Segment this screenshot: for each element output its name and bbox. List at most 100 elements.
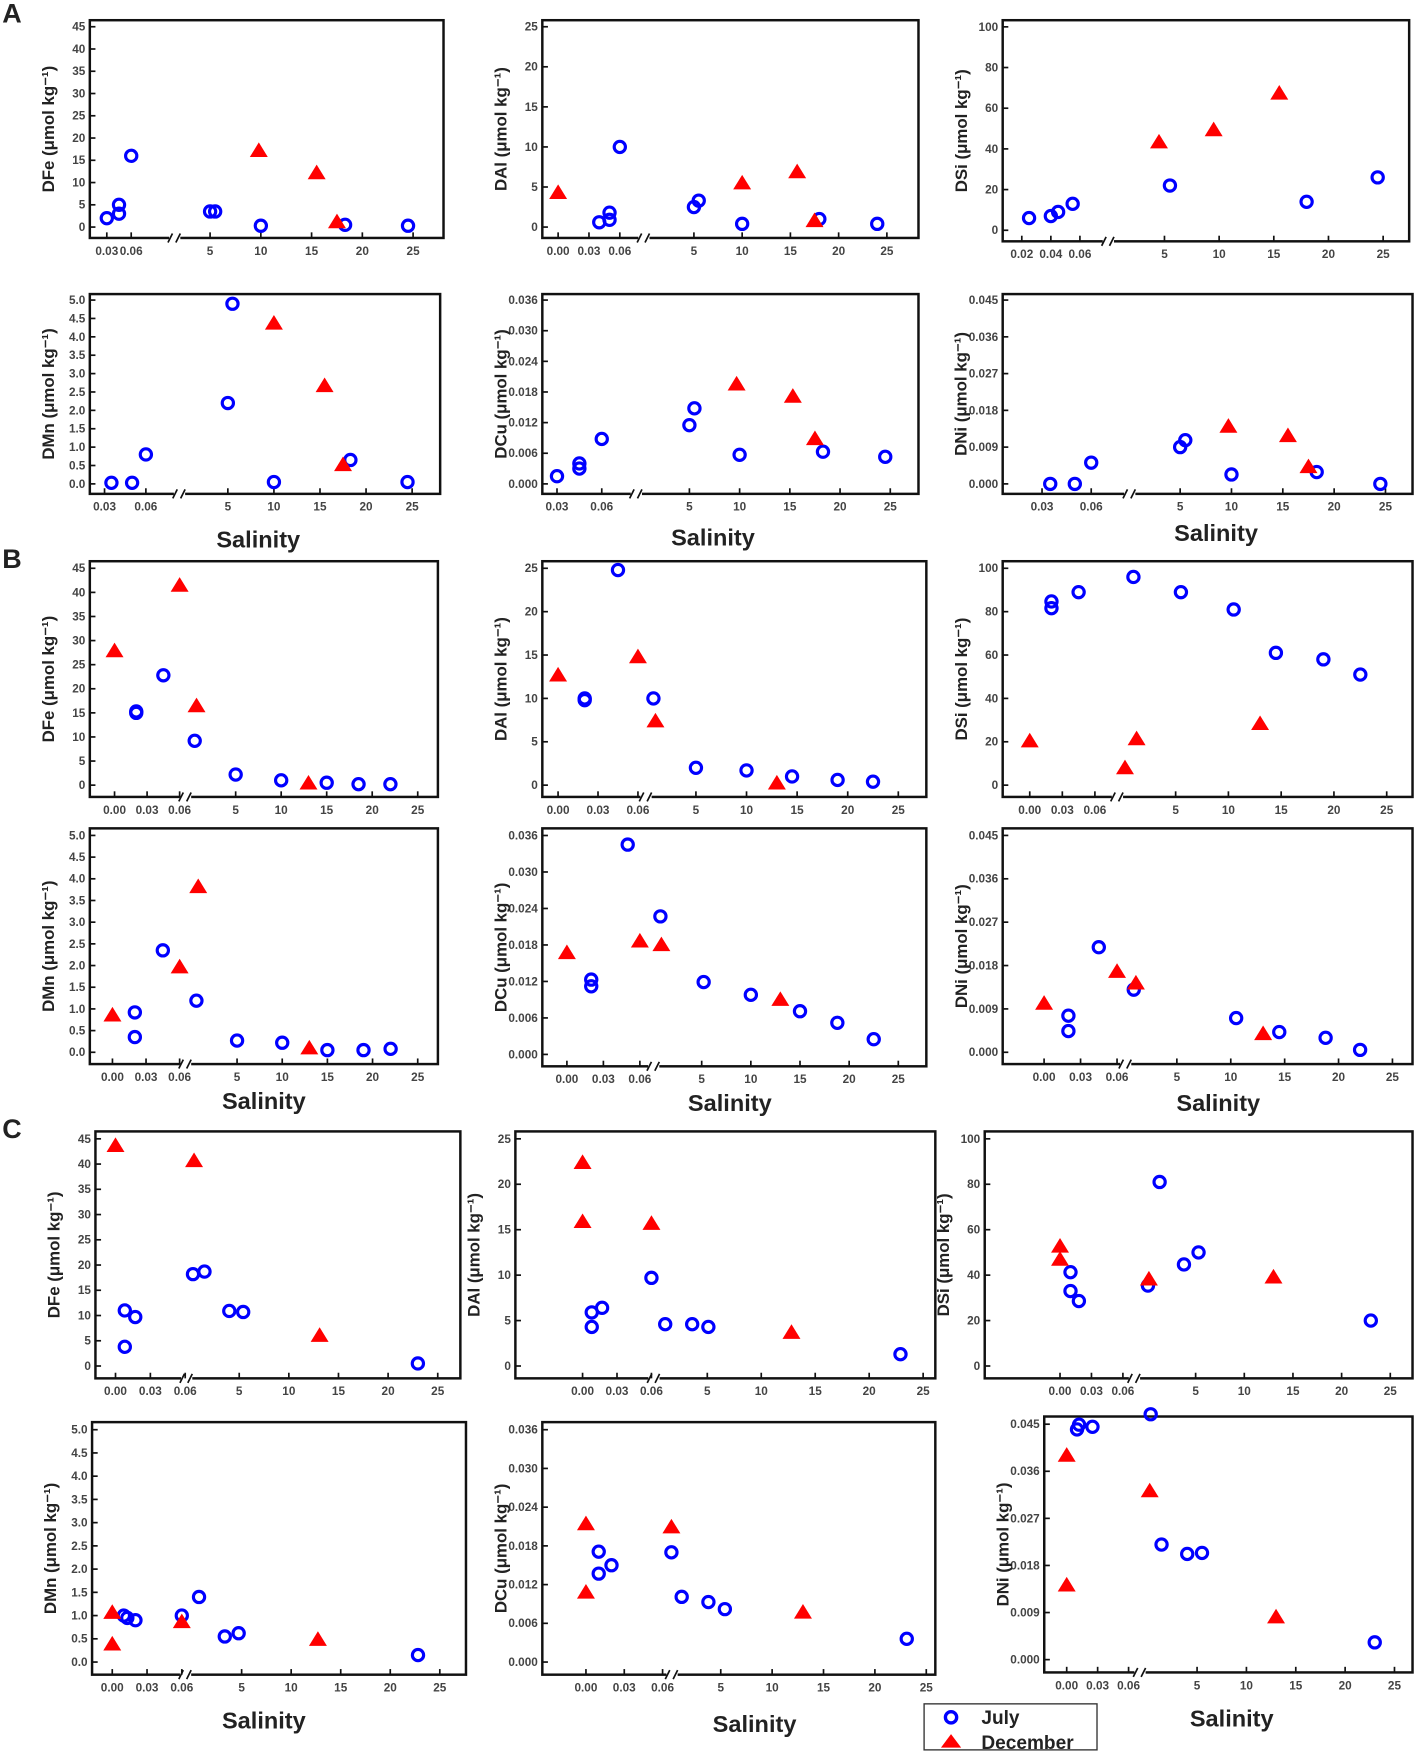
x-tick-label: 0.03	[613, 1682, 636, 1695]
july-point	[128, 1309, 143, 1325]
y-tick-label: 60	[985, 102, 999, 115]
y-tick-label: 2.0	[71, 1563, 88, 1576]
axis-break	[1124, 489, 1136, 499]
scatter-panel-a-dni: 0.000 0.009 0.018 0.027 0.036 0.045 0.03 0.06 5 1…	[952, 292, 1414, 514]
july-point	[1152, 1174, 1167, 1190]
y-tick-label: 25	[498, 1133, 512, 1146]
july-point	[893, 1347, 908, 1362]
axis-break-icon	[646, 1061, 661, 1072]
december-point	[788, 163, 807, 179]
july-point	[701, 1319, 716, 1335]
x-tick-label: 25	[433, 1682, 447, 1695]
x-tick-label: 0.06	[120, 245, 143, 258]
legend-december-label: December	[981, 1733, 1074, 1751]
y-tick-label: 30	[72, 635, 86, 648]
july-point	[1162, 178, 1178, 193]
july-point	[691, 193, 706, 208]
y-tick-label: 4.5	[69, 851, 86, 864]
x-tick-label: 0.02	[1010, 248, 1033, 261]
y-tick-label: 10	[525, 692, 539, 705]
july-point	[253, 218, 269, 233]
july-point	[410, 1647, 426, 1663]
x-tick-label: 15	[793, 1073, 807, 1086]
july-point	[572, 461, 587, 476]
x-tick-label: 0.03	[1080, 1385, 1103, 1398]
y-tick-label: 5.0	[71, 1424, 88, 1437]
july-point	[684, 1317, 700, 1332]
july-point	[1318, 1030, 1333, 1046]
y-tick-label: 45	[78, 1133, 92, 1146]
x-tick-label: 25	[1379, 501, 1393, 514]
july-point	[653, 909, 668, 924]
y-tick-label: 0.018	[508, 939, 538, 952]
x-tick-label: 0.06	[1106, 1071, 1129, 1084]
x-axis-label: Salinity	[1176, 1090, 1260, 1116]
july-point	[1316, 652, 1331, 667]
x-tick-label: 5	[686, 501, 693, 514]
y-tick-label: 0.012	[508, 1579, 538, 1592]
december-point	[103, 1604, 122, 1619]
december-point	[549, 666, 568, 682]
july-point	[229, 1033, 245, 1048]
x-tick-label: 15	[1275, 804, 1289, 817]
y-tick-label: 5	[84, 1335, 91, 1348]
y-tick-label: 0	[79, 221, 86, 234]
december-point	[573, 1213, 592, 1229]
x-tick-label: 25	[892, 1073, 906, 1086]
legend-december-marker-icon	[940, 1734, 962, 1748]
december-point	[1126, 974, 1145, 990]
december-point	[1139, 1270, 1158, 1286]
x-tick-label: 0.03	[578, 245, 601, 258]
y-tick-label: 10	[72, 176, 86, 189]
december-point	[187, 697, 206, 713]
y-tick-label: 1.0	[69, 441, 86, 454]
y-tick-label: 10	[72, 731, 86, 744]
december-point	[1267, 1608, 1286, 1624]
july-point	[189, 993, 204, 1008]
december-point	[1108, 963, 1127, 978]
y-tick-label: 0.036	[1010, 1465, 1040, 1478]
y-tick-label: 2.0	[69, 959, 86, 972]
december-point	[727, 375, 746, 391]
y-tick-label: 0.5	[69, 459, 86, 472]
x-tick-label: 10	[744, 1073, 758, 1086]
x-tick-label: 0.03	[136, 804, 159, 817]
july-point	[577, 691, 592, 706]
x-tick-label: 20	[1322, 248, 1336, 261]
july-point	[1180, 1546, 1195, 1562]
july-point	[734, 216, 750, 232]
july-point	[1178, 432, 1193, 448]
december-point	[249, 142, 268, 157]
y-tick-label: 40	[985, 143, 999, 156]
x-tick-label: 5	[236, 1385, 243, 1398]
plot-frame	[983, 1130, 1414, 1380]
plot-frame	[88, 18, 445, 240]
x-axis-label: Salinity	[1174, 520, 1258, 546]
x-axis-label: Salinity	[216, 527, 300, 553]
july-point	[222, 1303, 237, 1319]
x-tick-label: 0.03	[1031, 501, 1054, 514]
y-tick-label: 4.0	[71, 1470, 88, 1483]
x-tick-label: 10	[766, 1682, 780, 1695]
x-tick-label: 10	[282, 1385, 296, 1398]
y-tick-label: 15	[72, 154, 86, 167]
july-point	[784, 769, 800, 784]
y-tick-label: 15	[525, 649, 539, 662]
x-tick-label: 10	[285, 1682, 299, 1695]
y-tick-label: 0.018	[969, 404, 999, 417]
december-point	[783, 388, 802, 403]
july-point	[207, 204, 223, 219]
y-tick-label: 15	[498, 1224, 512, 1237]
july-point	[688, 760, 704, 775]
y-tick-label: 30	[78, 1208, 92, 1221]
july-point	[228, 767, 243, 782]
july-point	[1071, 1417, 1087, 1432]
panel-letter-c: C	[2, 1114, 21, 1144]
axis-break	[181, 1373, 193, 1383]
x-tick-label: 25	[892, 804, 906, 817]
december-point	[334, 456, 353, 472]
december-point	[793, 1604, 812, 1619]
plot-frame	[94, 1130, 462, 1380]
y-tick-label: 0.024	[508, 355, 538, 368]
